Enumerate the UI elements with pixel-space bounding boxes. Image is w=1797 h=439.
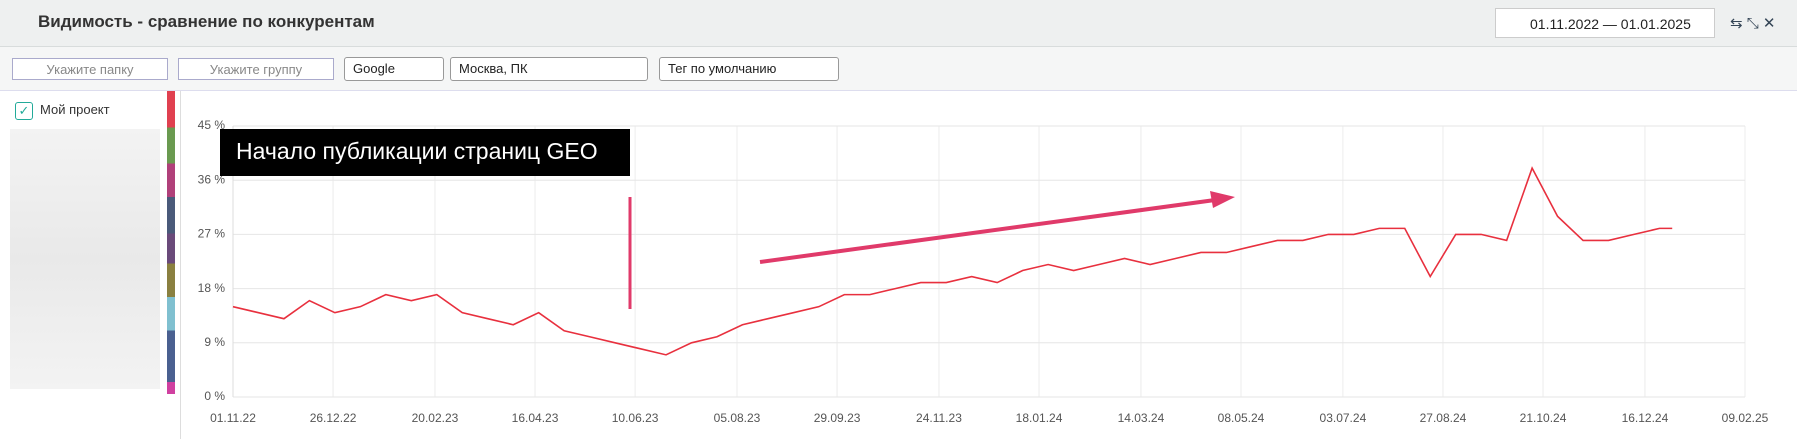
x-tick-label: 20.02.23 — [412, 411, 459, 425]
sidebar: ✓ Мой проект — [0, 91, 181, 439]
x-tick-label: 10.06.23 — [612, 411, 659, 425]
x-tick-label: 16.12.24 — [1622, 411, 1669, 425]
x-tick-label: 05.08.23 — [714, 411, 761, 425]
header: Видимость - сравнение по конкурентам 01.… — [0, 0, 1797, 47]
y-tick-label: 45 % — [198, 118, 226, 132]
x-tick-label: 27.08.24 — [1420, 411, 1467, 425]
x-tick-label: 08.05.24 — [1218, 411, 1265, 425]
y-tick-label: 0 % — [204, 389, 225, 403]
x-tick-label: 29.09.23 — [814, 411, 861, 425]
x-tick-label: 01.11.22 — [210, 411, 256, 425]
x-tick-label: 21.10.24 — [1520, 411, 1567, 425]
chart: 01.11.22 26.12.22 20.02.23 16.04.23 10.06.23… — [198, 118, 1769, 425]
x-tick-label: 09.02.25 — [1722, 411, 1769, 425]
arrow-head — [1210, 191, 1235, 208]
annotation-box — [220, 129, 630, 176]
engine-select[interactable]: Google — [344, 57, 444, 81]
title: Видимость - сравнение по конкурентам — [38, 12, 375, 31]
checkbox[interactable]: ✓ — [15, 102, 33, 120]
group-input[interactable]: Укажите группу — [178, 58, 334, 80]
project-label: Мой проект — [40, 102, 110, 117]
x-tick-label: 03.07.24 — [1320, 411, 1367, 425]
x-tick-label: 16.04.23 — [512, 411, 559, 425]
y-tick-label: 9 % — [204, 335, 225, 349]
annotation: Начало публикации страниц GEO — [236, 138, 598, 164]
x-tick-label: 24.11.23 — [916, 411, 962, 425]
window-controls[interactable]: ⇆ ⤡ ✕ — [1730, 15, 1776, 32]
folder-input[interactable]: Укажите папку — [12, 58, 168, 80]
tag-select[interactable]: Тег по умолчанию — [659, 57, 839, 81]
x-tick-label: 26.12.22 — [310, 411, 357, 425]
y-tick-label: 36 % — [198, 172, 226, 186]
y-tick-label: 18 % — [198, 281, 226, 295]
date-picker[interactable]: 01.11.2022 — 01.01.2025 — [1495, 8, 1715, 38]
x-tick-label: 14.03.24 — [1118, 411, 1165, 425]
series-line — [232, 166, 1673, 356]
y-tick-label: 27 % — [198, 227, 226, 241]
region-select[interactable]: Москва, ПК — [450, 57, 648, 81]
trend-arrow — [759, 198, 1216, 264]
x-tick-label: 18.01.24 — [1016, 411, 1063, 425]
blurred-list — [10, 129, 160, 389]
color-strip — [167, 91, 175, 394]
